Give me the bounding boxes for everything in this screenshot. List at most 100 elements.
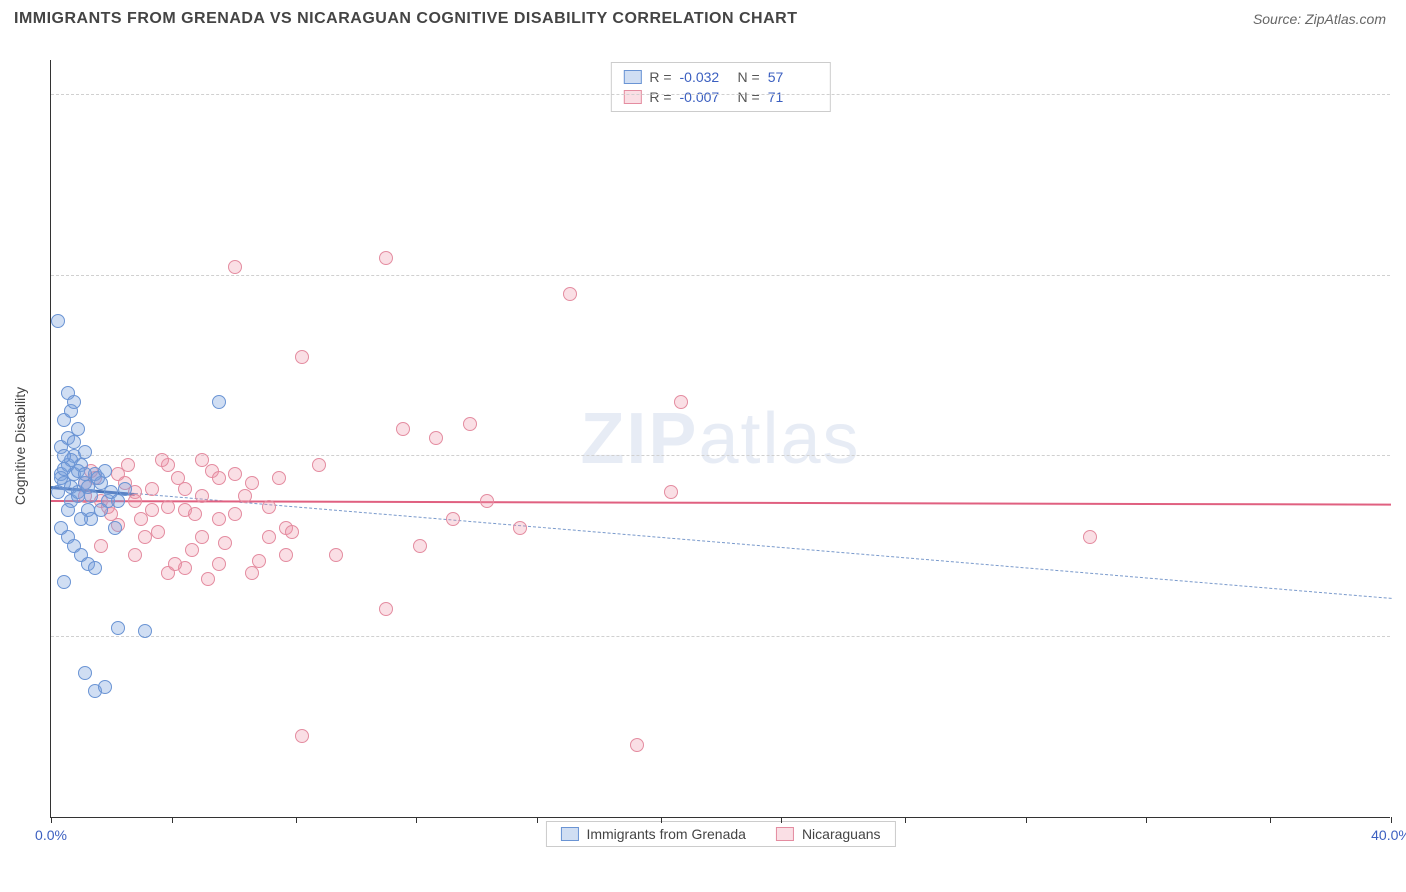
x-tick bbox=[416, 817, 417, 823]
data-point bbox=[630, 738, 644, 752]
data-point bbox=[674, 395, 688, 409]
data-point bbox=[212, 395, 226, 409]
data-point bbox=[171, 471, 185, 485]
data-point bbox=[138, 530, 152, 544]
x-tick bbox=[905, 817, 906, 823]
y-tick-label: 10.0% bbox=[1398, 629, 1406, 645]
data-point bbox=[413, 539, 427, 553]
data-point bbox=[429, 431, 443, 445]
series-legend: Immigrants from Grenada Nicaraguans bbox=[545, 821, 895, 847]
data-point bbox=[67, 395, 81, 409]
data-point bbox=[108, 521, 122, 535]
data-point bbox=[138, 624, 152, 638]
swatch-grenada bbox=[560, 827, 578, 841]
x-tick bbox=[51, 817, 52, 823]
n-value-grenada: 57 bbox=[768, 69, 818, 85]
header: IMMIGRANTS FROM GRENADA VS NICARAGUAN CO… bbox=[0, 0, 1406, 34]
data-point bbox=[480, 494, 494, 508]
data-point bbox=[1083, 530, 1097, 544]
data-point bbox=[134, 512, 148, 526]
data-point bbox=[295, 729, 309, 743]
data-point bbox=[664, 485, 678, 499]
gridline bbox=[51, 94, 1390, 95]
source-attribution: Source: ZipAtlas.com bbox=[1253, 11, 1386, 27]
x-tick bbox=[1026, 817, 1027, 823]
data-point bbox=[94, 539, 108, 553]
data-point bbox=[563, 287, 577, 301]
data-point bbox=[513, 521, 527, 535]
data-point bbox=[128, 494, 142, 508]
x-tick bbox=[661, 817, 662, 823]
r-label: R = bbox=[649, 89, 671, 105]
data-point bbox=[161, 500, 175, 514]
data-point bbox=[312, 458, 326, 472]
gridline bbox=[51, 275, 1390, 276]
n-label: N = bbox=[738, 89, 760, 105]
data-point bbox=[88, 561, 102, 575]
data-point bbox=[57, 575, 71, 589]
data-point bbox=[185, 543, 199, 557]
data-point bbox=[228, 467, 242, 481]
r-value-nicaraguans: -0.007 bbox=[680, 89, 730, 105]
data-point bbox=[262, 530, 276, 544]
data-point bbox=[57, 449, 71, 463]
data-point bbox=[396, 422, 410, 436]
data-point bbox=[98, 464, 112, 478]
data-point bbox=[201, 572, 215, 586]
x-tick bbox=[1146, 817, 1147, 823]
r-value-grenada: -0.032 bbox=[680, 69, 730, 85]
swatch-nicaraguans bbox=[776, 827, 794, 841]
y-tick-label: 40.0% bbox=[1398, 87, 1406, 103]
watermark-bold: ZIP bbox=[580, 399, 698, 479]
data-point bbox=[218, 536, 232, 550]
x-tick bbox=[1270, 817, 1271, 823]
data-point bbox=[111, 494, 125, 508]
data-point bbox=[228, 507, 242, 521]
data-point bbox=[212, 512, 226, 526]
data-point bbox=[279, 548, 293, 562]
legend-item-grenada: Immigrants from Grenada bbox=[560, 826, 746, 842]
data-point bbox=[61, 503, 75, 517]
plot-area: ZIPatlas R = -0.032 N = 57 R = -0.007 N … bbox=[50, 60, 1390, 818]
data-point bbox=[94, 503, 108, 517]
y-tick-label: 30.0% bbox=[1398, 268, 1406, 284]
watermark-light: atlas bbox=[698, 399, 860, 479]
data-point bbox=[51, 314, 65, 328]
data-point bbox=[195, 453, 209, 467]
data-point bbox=[245, 566, 259, 580]
data-point bbox=[295, 350, 309, 364]
y-axis-label: Cognitive Disability bbox=[12, 387, 28, 505]
data-point bbox=[228, 260, 242, 274]
x-tick bbox=[537, 817, 538, 823]
data-point bbox=[78, 666, 92, 680]
data-point bbox=[195, 489, 209, 503]
series-name-nicaraguans: Nicaraguans bbox=[802, 826, 881, 842]
data-point bbox=[121, 458, 135, 472]
swatch-grenada bbox=[623, 70, 641, 84]
data-point bbox=[262, 500, 276, 514]
swatch-nicaraguans bbox=[623, 90, 641, 104]
series-name-grenada: Immigrants from Grenada bbox=[586, 826, 746, 842]
legend-row-grenada: R = -0.032 N = 57 bbox=[623, 67, 817, 87]
data-point bbox=[118, 482, 132, 496]
gridline bbox=[51, 455, 1390, 456]
data-point bbox=[446, 512, 460, 526]
data-point bbox=[212, 471, 226, 485]
data-point bbox=[272, 471, 286, 485]
chart-container: IMMIGRANTS FROM GRENADA VS NICARAGUAN CO… bbox=[0, 0, 1406, 892]
chart-title: IMMIGRANTS FROM GRENADA VS NICARAGUAN CO… bbox=[14, 10, 797, 28]
data-point bbox=[285, 525, 299, 539]
gridline bbox=[51, 636, 1390, 637]
data-point bbox=[111, 621, 125, 635]
data-point bbox=[195, 530, 209, 544]
watermark: ZIPatlas bbox=[580, 398, 860, 480]
data-point bbox=[145, 482, 159, 496]
data-point bbox=[98, 680, 112, 694]
x-tick bbox=[296, 817, 297, 823]
data-point bbox=[67, 435, 81, 449]
data-point bbox=[238, 489, 252, 503]
r-label: R = bbox=[649, 69, 671, 85]
x-tick bbox=[781, 817, 782, 823]
n-value-nicaraguans: 71 bbox=[768, 89, 818, 105]
data-point bbox=[188, 507, 202, 521]
